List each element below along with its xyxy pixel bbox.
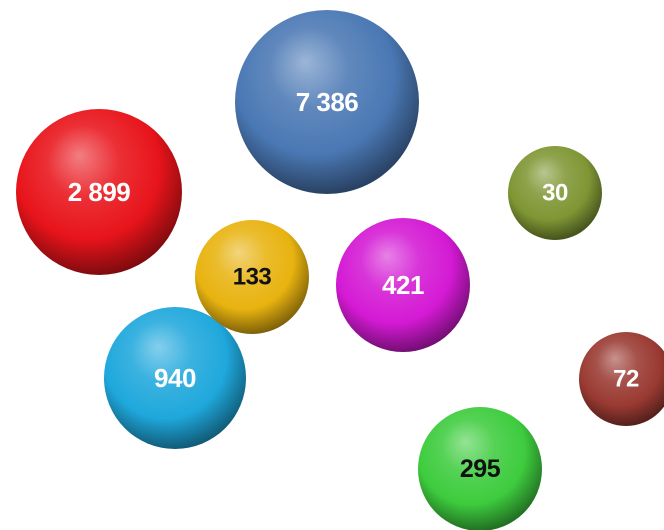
bubble-circle-7386 — [235, 10, 419, 194]
bubble-label-133: 133 — [233, 264, 272, 291]
bubble-circle-421 — [336, 218, 470, 352]
bubble-940: 940 — [104, 307, 246, 449]
bubble-circle-940 — [104, 307, 246, 449]
bubble-72: 72 — [579, 332, 664, 426]
bubble-circle-72 — [579, 332, 664, 426]
bubble-30: 30 — [508, 146, 602, 240]
bubble-label-2899: 2 899 — [68, 177, 131, 207]
bubble-label-72: 72 — [613, 366, 639, 393]
bubble-label-940: 940 — [154, 363, 196, 393]
bubble-2899: 2 899 — [16, 109, 182, 275]
bubble-circle-30 — [508, 146, 602, 240]
bubble-133: 133 — [195, 220, 309, 334]
bubble-label-421: 421 — [382, 270, 424, 300]
bubble-295: 295 — [418, 407, 542, 530]
bubble-421: 421 — [336, 218, 470, 352]
bubble-circle-2899 — [16, 109, 182, 275]
bubble-label-30: 30 — [542, 180, 568, 207]
bubble-circle-295 — [418, 407, 542, 530]
bubble-7386: 7 386 — [235, 10, 419, 194]
bubble-layer: 7 386 2 899 940 421 295 133 72 30 — [16, 10, 664, 530]
bubble-circle-133 — [195, 220, 309, 334]
bubble-label-295: 295 — [460, 455, 501, 483]
bubble-label-7386: 7 386 — [296, 87, 359, 117]
